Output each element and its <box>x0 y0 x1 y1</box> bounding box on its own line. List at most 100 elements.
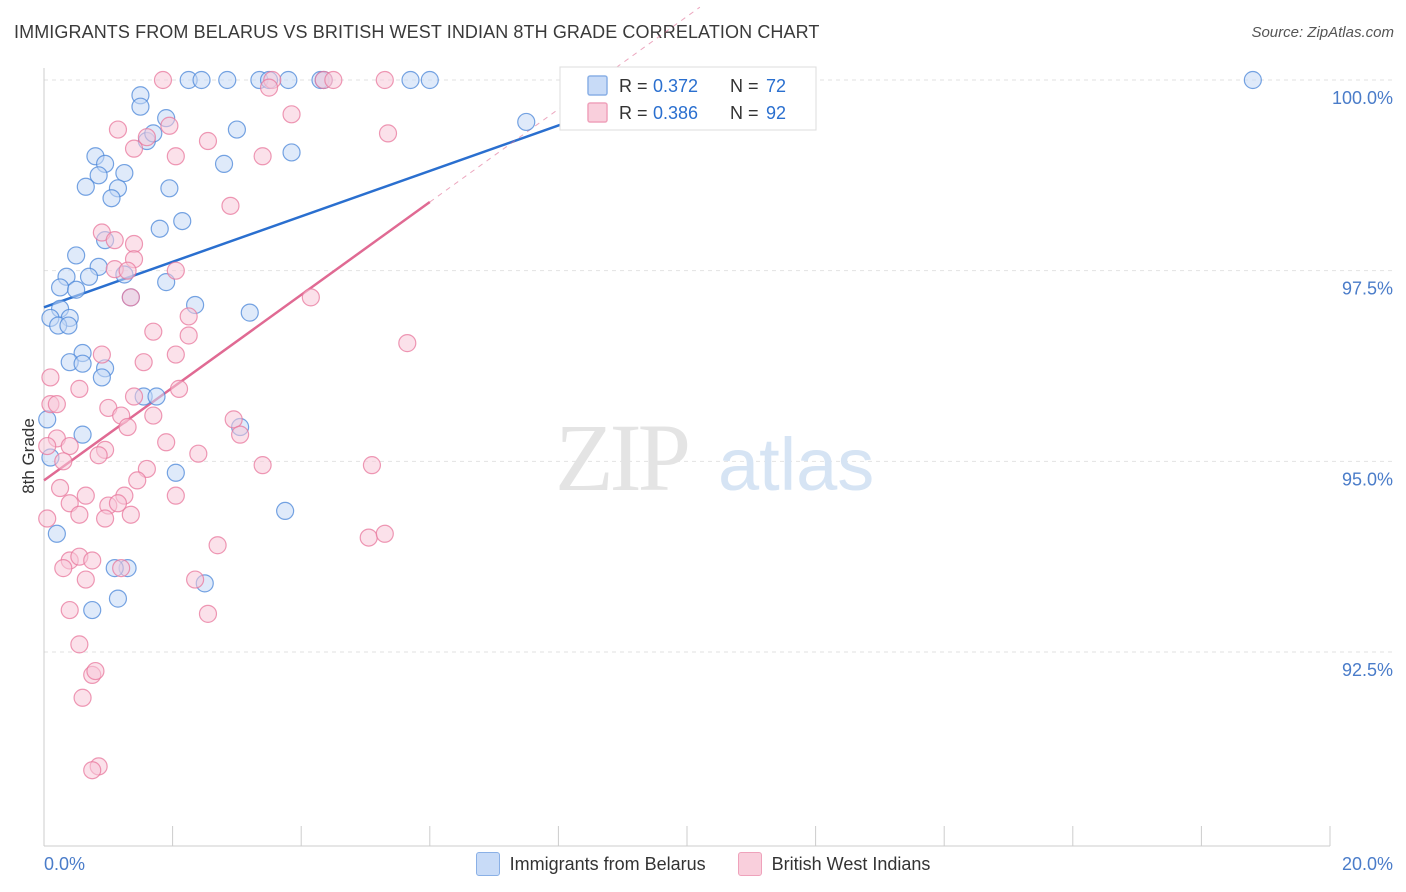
x-tick-label-max: 20.0% <box>1342 854 1393 874</box>
stats-r-label-2: R = <box>619 103 648 123</box>
scatter-point-bwi <box>144 322 163 341</box>
trend-line-bwi <box>43 201 431 482</box>
scatter-point-bwi <box>160 116 179 135</box>
scatter-point-bwi <box>121 505 140 524</box>
axes <box>43 68 1331 847</box>
stats-swatch-blue <box>587 75 608 96</box>
scatter-point-bwi <box>198 604 218 623</box>
scatter-point-bwi <box>70 635 89 654</box>
scatter-point-bwi <box>108 494 128 513</box>
scatter-point-belarus <box>240 303 259 322</box>
source-label: Source: ZipAtlas.com <box>1251 24 1394 41</box>
scatter-point-bwi <box>105 231 124 250</box>
legend: Immigrants from Belarus British West Ind… <box>0 852 1406 876</box>
scatter-point-bwi <box>375 70 394 90</box>
scatter-point-bwi <box>108 120 128 139</box>
stats-n-value-1: 72 <box>766 76 786 96</box>
scatter-point-bwi <box>86 661 105 681</box>
scatter-point-belarus <box>160 179 179 198</box>
scatter-point-bwi <box>76 570 95 589</box>
scatter-point-bwi <box>83 761 102 780</box>
scatter-point-belarus <box>50 278 70 297</box>
scatter-point-belarus <box>67 280 86 299</box>
scatter-point-belarus <box>73 354 92 373</box>
scatter-point-bwi <box>253 456 272 475</box>
stats-r-label-1: R = <box>619 76 648 96</box>
stats-r-value-1: 0.372 <box>653 76 698 96</box>
scatter-point-belarus <box>83 600 102 620</box>
gridlines <box>44 79 1392 653</box>
scatter-point-belarus <box>150 219 169 238</box>
legend-label-belarus: Immigrants from Belarus <box>509 853 706 874</box>
scatter-point-belarus <box>276 501 295 521</box>
scatter-point-bwi <box>60 600 79 620</box>
scatter-point-bwi <box>112 559 131 578</box>
scatter-point-bwi <box>166 261 185 280</box>
scatter-point-bwi <box>92 345 111 364</box>
y-tick-label: 95.0% <box>1342 469 1393 489</box>
scatter-point-bwi <box>118 417 137 437</box>
scatter-point-bwi <box>324 70 343 90</box>
scatter-point-bwi <box>60 436 79 456</box>
data-points <box>38 70 1262 780</box>
scatter-point-bwi <box>169 379 189 398</box>
scatter-point-belarus <box>67 246 86 265</box>
y-tick-label: 100.0% <box>1332 88 1393 108</box>
scatter-point-belarus <box>282 143 301 162</box>
scatter-point-belarus <box>147 387 166 406</box>
scatter-point-bwi <box>378 124 398 143</box>
scatter-point-bwi <box>198 131 218 151</box>
scatter-point-bwi <box>144 406 163 425</box>
scatter-point-belarus <box>517 112 536 132</box>
scatter-point-bwi <box>38 436 57 456</box>
scatter-point-belarus <box>89 166 108 185</box>
scatter-point-bwi <box>231 425 250 444</box>
legend-item-bwi[interactable]: British West Indians <box>737 852 931 876</box>
stats-legend-box: R = 0.372 N = 72 R = 0.386 N = 92 <box>559 66 817 131</box>
scatter-point-belarus <box>420 70 439 90</box>
scatter-point-bwi <box>83 551 102 570</box>
scatter-point-belarus <box>218 70 237 90</box>
scatter-point-bwi <box>41 368 60 387</box>
scatter-point-bwi <box>54 559 73 578</box>
scatter-point-bwi <box>253 147 272 166</box>
scatter-point-belarus <box>38 410 57 429</box>
scatter-point-bwi <box>189 444 208 463</box>
scatter-point-belarus <box>192 70 211 90</box>
scatter-point-bwi <box>208 536 227 555</box>
scatter-point-bwi <box>259 78 279 97</box>
scatter-point-belarus <box>47 524 66 543</box>
watermark-zip: ZIP <box>555 404 688 511</box>
watermark-atlas: atlas <box>718 423 874 506</box>
scatter-point-bwi <box>76 486 95 505</box>
scatter-point-belarus <box>73 425 92 444</box>
scatter-point-bwi <box>153 70 173 90</box>
scatter-point-bwi <box>50 478 70 498</box>
scatter-point-bwi <box>375 524 394 543</box>
scatter-point-bwi <box>166 147 185 166</box>
legend-item-belarus[interactable]: Immigrants from Belarus <box>475 852 706 876</box>
scatter-point-bwi <box>38 509 57 528</box>
scatter-point-bwi <box>166 486 185 505</box>
scatter-point-belarus <box>214 154 234 173</box>
scatter-point-belarus <box>115 163 134 183</box>
scatter-point-bwi <box>128 471 147 490</box>
scatter-point-bwi <box>70 379 89 398</box>
legend-label-bwi: British West Indians <box>771 853 931 874</box>
scatter-point-belarus <box>59 316 78 335</box>
y-tick-label: 97.5% <box>1342 279 1393 299</box>
scatter-point-bwi <box>137 128 156 147</box>
scatter-point-belarus <box>79 267 99 286</box>
scatter-point-belarus <box>279 70 298 90</box>
tick-labels: 100.0% 97.5% 95.0% 92.5% 0.0% 20.0% <box>44 88 1393 874</box>
scatter-point-bwi <box>124 139 144 158</box>
scatter-point-bwi <box>179 307 198 326</box>
watermark: ZIP atlas <box>555 404 874 511</box>
scatter-point-bwi <box>282 105 301 124</box>
scatter-point-bwi <box>124 234 144 254</box>
scatter-point-bwi <box>301 288 320 307</box>
scatter-point-belarus <box>92 368 111 387</box>
stats-swatch-pink <box>587 102 608 123</box>
scatter-point-bwi <box>89 446 108 465</box>
